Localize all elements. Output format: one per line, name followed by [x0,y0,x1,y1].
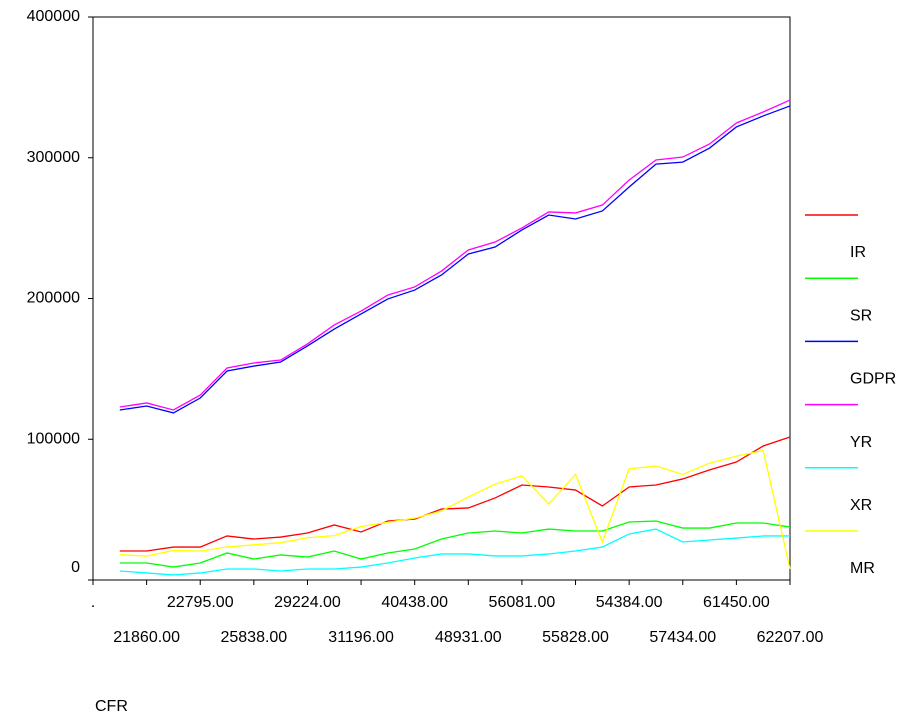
x-tick-label: 40438.00 [381,594,448,611]
y-tick-label: 300000 [27,149,80,166]
x-tick-label: 25838.00 [220,629,287,646]
x-tick-label: 29224.00 [274,594,341,611]
x-tick-label: 48931.00 [435,629,502,646]
x-tick-label: 61450.00 [703,594,770,611]
x-tick-label: . [91,594,95,611]
plot-frame [92,16,791,581]
legend-label: IR [850,244,866,261]
series-line [119,520,791,568]
legend-label: MR [850,560,875,577]
legend-label: XR [850,497,872,514]
legend-label: SR [850,307,872,324]
x-tick-label: 54384.00 [596,594,663,611]
series-line [119,99,791,411]
x-tick-label: 31196.00 [328,629,394,646]
series-line [119,449,791,569]
x-tick-label: 62207.00 [757,629,824,646]
y-tick-label: 400000 [27,8,80,25]
series-line [119,436,791,552]
x-tick-label: 55828.00 [542,629,609,646]
x-tick-label: 21860.00 [113,629,180,646]
series-line [119,528,790,576]
series-line [119,105,791,414]
y-tick-label: 100000 [27,430,80,447]
x-tick-label: 56081.00 [489,594,556,611]
y-tick-label: 200000 [27,290,80,307]
x-tick-label: 22795.00 [167,594,234,611]
y-tick-label: 0 [71,559,80,576]
x-tick-label: 57434.00 [649,629,716,646]
legend-label: YR [850,434,872,451]
legend-label: GDPR [850,371,896,388]
x-axis-label: CFR [95,698,128,715]
